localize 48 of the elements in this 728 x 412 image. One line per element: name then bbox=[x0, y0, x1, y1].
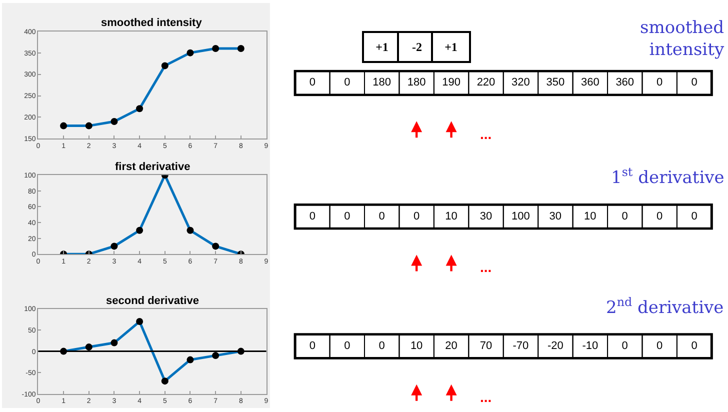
data-label: 0 bbox=[622, 210, 628, 222]
data-label: 10 bbox=[584, 210, 596, 222]
data-label: 350 bbox=[546, 76, 565, 89]
data-label: 30 bbox=[549, 210, 562, 222]
text: +1 bbox=[376, 40, 388, 54]
data-label: 100 bbox=[512, 210, 530, 222]
data-label: 0 bbox=[656, 76, 663, 89]
text: +1 bbox=[444, 40, 458, 54]
data-label: 0 bbox=[309, 210, 316, 222]
data-label: 180 bbox=[407, 76, 426, 89]
text: smoothed intensity bbox=[640, 18, 724, 60]
data-label: -70 bbox=[512, 340, 529, 352]
data-label: 0 bbox=[309, 340, 316, 352]
text: ... bbox=[480, 126, 492, 142]
data-label: 0 bbox=[622, 340, 628, 352]
data-label: 0 bbox=[414, 210, 420, 222]
data-label: 10 bbox=[445, 210, 458, 222]
data-label: 30 bbox=[480, 210, 492, 222]
chart-title: second derivative bbox=[106, 295, 199, 307]
data-label: 0 bbox=[344, 340, 350, 352]
data-label: 0 bbox=[656, 340, 663, 352]
text: ... bbox=[480, 389, 492, 405]
data-label: 220 bbox=[476, 76, 496, 89]
data-label: 20 bbox=[445, 340, 458, 352]
data-label: 360 bbox=[580, 76, 600, 89]
data-label: 0 bbox=[309, 76, 316, 89]
data-label: 0 bbox=[691, 210, 698, 222]
data-label: 360 bbox=[616, 76, 634, 89]
data-label: 0 bbox=[656, 210, 663, 222]
chart-title: first derivative bbox=[115, 161, 190, 173]
data-label: 0 bbox=[344, 210, 350, 222]
data-label: 0 bbox=[378, 340, 385, 352]
data-label: -10 bbox=[582, 340, 598, 352]
data-label: 180 bbox=[372, 76, 392, 89]
chart-title: smoothed intensity bbox=[101, 17, 203, 29]
text: 1$^{st}$ derivative bbox=[611, 165, 724, 188]
data-label: 0 bbox=[378, 210, 385, 222]
text: -2 bbox=[412, 40, 422, 54]
data-label: 190 bbox=[442, 76, 460, 89]
text: ... bbox=[480, 259, 492, 275]
data-label: 320 bbox=[512, 76, 530, 89]
data-label: 10 bbox=[410, 340, 423, 352]
data-label: -20 bbox=[547, 340, 564, 352]
data-label: 70 bbox=[480, 340, 492, 352]
text: 2$^{nd}$ derivative bbox=[606, 295, 724, 318]
data-label: 0 bbox=[344, 76, 350, 89]
data-label: 0 bbox=[691, 76, 698, 89]
data-label: 0 bbox=[691, 340, 698, 352]
